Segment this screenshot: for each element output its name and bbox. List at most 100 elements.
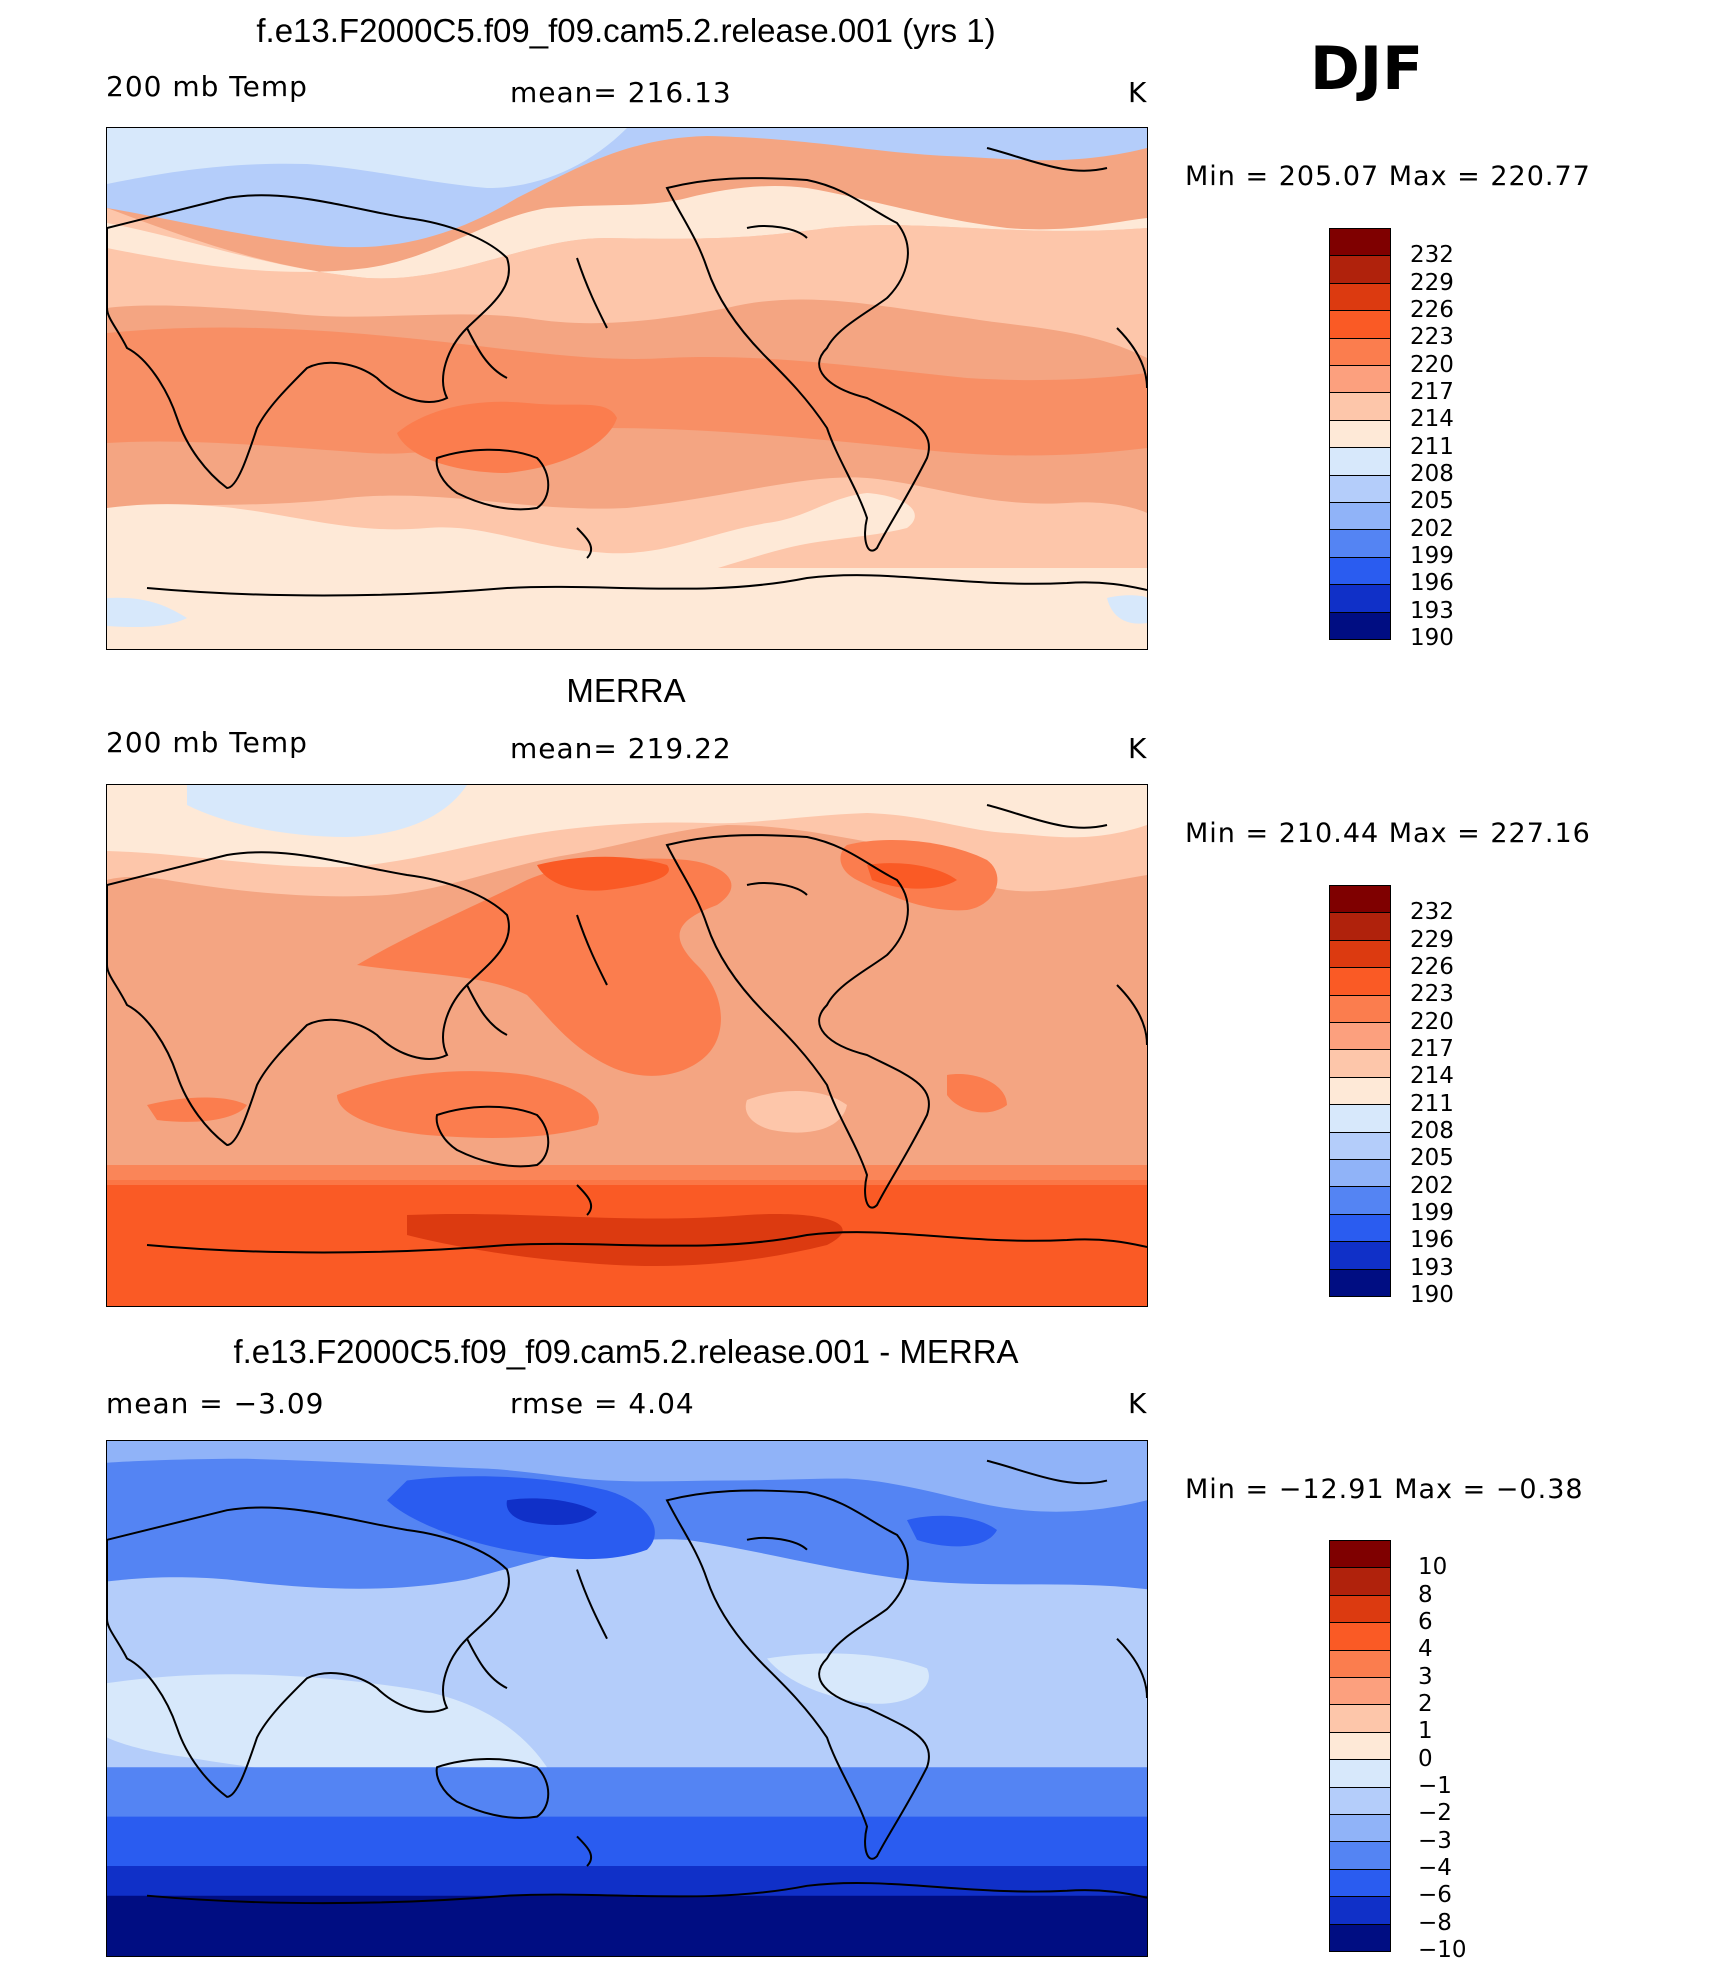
panel2-colorbar-swatch [1330,1105,1390,1133]
panel1-title: f.e13.F2000C5.f09_f09.cam5.2.release.001… [256,12,996,49]
panel2-colorbar-swatch [1330,1160,1390,1188]
panel2-tick: 223 [1410,981,1454,1008]
panel2-contour-coldest-north [187,785,467,837]
panel2-tick: 211 [1410,1090,1454,1117]
panel3-tick: 6 [1418,1609,1433,1635]
panel3-colorbar [1329,1540,1391,1952]
panel3-colorbar-swatch [1330,1568,1390,1596]
panel1-tick: 214 [1410,406,1454,433]
panel3-tick: 8 [1418,1581,1433,1608]
panel1-colorbar-swatch [1330,612,1390,640]
panel2-colorbar-swatch [1330,1269,1390,1297]
panel2-variable-label: 200 mb Temp [106,726,308,759]
panel3-colorbar-swatch [1330,1623,1390,1651]
panel2-tick: 220 [1410,1008,1454,1035]
panel1-colorbar-swatch [1330,530,1390,558]
panel1-contour-hot-australia [397,401,617,473]
panel3-contour-south-dark [107,1816,1147,1876]
panel2-contour-southern-edge [107,1165,1147,1185]
panel2-colorbar-swatch [1330,1023,1390,1051]
panel2-colorbar-swatch [1330,1242,1390,1270]
panel2-coastlines [107,804,1147,1254]
panel2-map [106,784,1148,1307]
panel1-colorbar-swatch [1330,557,1390,586]
panel3-colorbar-swatch [1330,1842,1390,1870]
panel2-colorbar-swatch [1330,1050,1390,1078]
panel1-colorbar-swatch [1330,311,1390,339]
panel1-tick: 196 [1410,570,1454,597]
panel3-colorbar-swatch [1330,1541,1390,1569]
panel3-title: f.e13.F2000C5.f09_f09.cam5.2.release.001… [233,1333,1019,1370]
panel1-contour-cool-north [107,128,627,188]
panel3-tick: −1 [1418,1773,1452,1799]
panel3-tick: −4 [1418,1855,1452,1881]
panel2-contour-cool-south [745,1090,847,1133]
panel2-colorbar-swatch [1330,968,1390,996]
panel1-map [106,127,1148,650]
panel2-minmax: Min = 210.44 Max = 227.16 [1185,818,1591,849]
season-label: DJF [1310,34,1424,104]
panel3-map-svg [107,1441,1147,1956]
panel2-colorbar-swatch [1330,913,1390,941]
panel3-colorbar-swatch [1330,1760,1390,1788]
panel1-colorbar-swatch [1330,366,1390,394]
panel2-tick: 229 [1410,926,1454,953]
panel1-colorbar-swatch [1330,229,1390,257]
panel1-tick: 208 [1410,461,1454,487]
panel1-colorbar-swatch [1330,420,1390,449]
panel3-tick: −2 [1418,1800,1452,1827]
panel3-contour-south-darkest [107,1895,1147,1956]
panel3-contour-north-dark [387,1476,997,1560]
panel2-tick: 199 [1410,1200,1454,1226]
panel2-colorbar-swatch [1330,1187,1390,1215]
panel2-contour-warm-pacific [357,858,732,1076]
panel2-tick: 193 [1410,1254,1454,1281]
panel2-tick: 196 [1410,1227,1454,1254]
panel3-mean-label: mean = −3.09 [106,1387,325,1420]
panel1-contour-antarctic [107,568,1147,649]
panel1-tick: 223 [1410,324,1454,351]
panel3-colorbar-swatch [1330,1897,1390,1925]
panel1-colorbar-swatch [1330,503,1390,531]
panel3-map [106,1440,1148,1957]
panel1-tick: 232 [1410,242,1454,269]
panel3-contour-north-cool [107,1441,1147,1512]
panel3-colorbar-swatch [1330,1595,1390,1624]
panel3-colorbar-swatch [1330,1732,1390,1761]
panel3-colorbar-swatch [1330,1815,1390,1843]
panel2-contour-hot-northeast [537,856,957,891]
panel1-tick: 220 [1410,351,1454,378]
panel1-tick: 217 [1410,379,1454,405]
panel3-contour-tropics-light [107,1653,929,1792]
panel1-tick: 199 [1410,543,1454,569]
panel3-colorbar-swatch [1330,1678,1390,1706]
panel2-title: MERRA [566,672,686,709]
panel1-tick: 202 [1410,515,1454,542]
panel1-colorbar-swatch [1330,283,1390,312]
panel2-colorbar-swatch [1330,940,1390,969]
panel3-tick: 2 [1418,1691,1433,1717]
panel2-tick: 190 [1410,1282,1454,1308]
panel3-rmse-label: rmse = 4.04 [510,1387,695,1420]
panel1-colorbar-swatch [1330,475,1390,504]
panel3-tick: 3 [1418,1663,1433,1690]
panel2-tick: 205 [1410,1145,1454,1172]
panel3-tick: −8 [1418,1909,1452,1936]
panel3-tick: 4 [1418,1636,1433,1663]
panel1-mean-label: mean= 216.13 [510,76,732,109]
panel2-colorbar [1329,885,1391,1297]
panel1-tick: 190 [1410,625,1454,651]
panel2-tick: 226 [1410,954,1454,980]
panel2-contour-warm-southern-ring [147,1071,1007,1138]
panel1-colorbar-swatch [1330,393,1390,421]
panel3-colorbar-swatch [1330,1869,1390,1898]
panel1-minmax: Min = 205.07 Max = 220.77 [1185,161,1591,192]
panel1-map-svg [107,128,1147,649]
panel1-tick: 226 [1410,297,1454,323]
panel2-tick: 208 [1410,1118,1454,1144]
panel3-contour-north-darkest [506,1498,597,1525]
panel3-tick: −6 [1418,1882,1452,1909]
panel1-colorbar-swatch [1330,585,1390,613]
panel1-tick: 193 [1410,597,1454,624]
panel1-tick: 205 [1410,488,1454,515]
